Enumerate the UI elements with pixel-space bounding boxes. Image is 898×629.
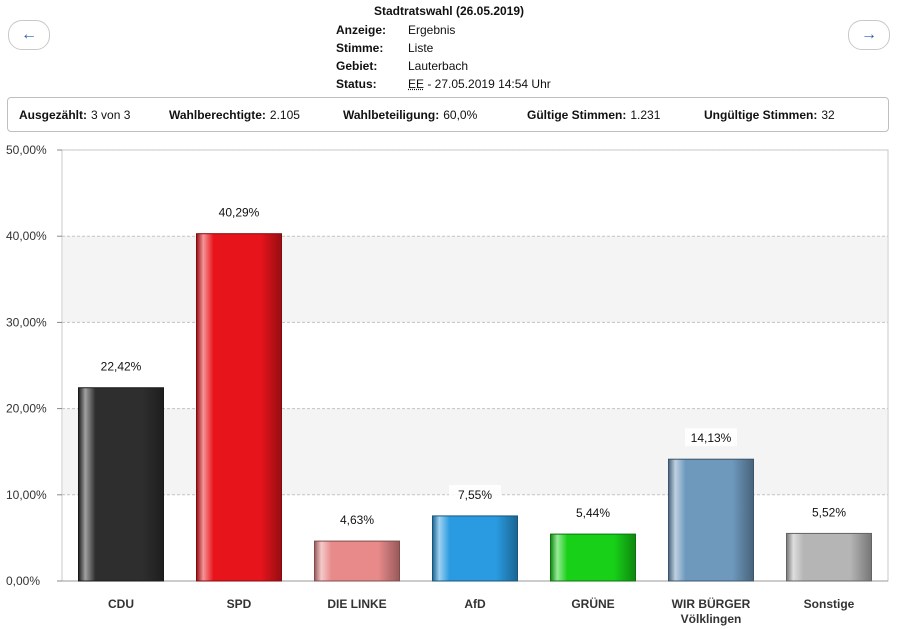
bar-sonstige[interactable] — [786, 532, 872, 582]
y-tick-label: 40,00% — [6, 229, 47, 243]
stat-value: 32 — [821, 107, 835, 122]
stat-value: 2.105 — [269, 107, 300, 122]
data-label: 5,44% — [576, 506, 610, 520]
previous-button[interactable]: ← — [8, 20, 50, 50]
y-tick-label: 10,00% — [6, 488, 47, 502]
bar-wir-bürger-völklingen[interactable] — [668, 458, 754, 582]
data-label-background — [331, 510, 383, 529]
stat-ausgezaehlt: Ausgezählt: 3 von 3 — [19, 108, 169, 122]
bar-chart: 0,00% 10,00% 20,00% 30,00% 40,00% 50,00% 22,4… — [6, 143, 889, 626]
x-tick-label: AfD — [464, 597, 486, 611]
status-timestamp: - 27.05.2019 14:54 Uhr — [424, 77, 551, 91]
stat-key: Gültige Stimmen: — [527, 107, 627, 122]
y-tick-label: 30,00% — [6, 315, 47, 329]
stat-key: Ausgezählt: — [19, 107, 88, 122]
chart-bars: 22,42% 40,29% 4,63% 7,55% 5,44% 14,13% 5,52% — [78, 202, 872, 582]
bar-die-linke[interactable] — [314, 540, 400, 582]
header-value: Liste — [408, 41, 434, 55]
x-tick-label: DIE LINKE — [327, 597, 386, 611]
header-row-gebiet: Gebiet: Lauterbach — [336, 57, 551, 75]
stat-key: Wahlbeteiligung: — [343, 107, 440, 122]
x-tick-label: SPD — [227, 597, 252, 611]
header-value: Ergebnis — [408, 23, 456, 37]
header-info: Anzeige: Ergebnis Stimme: Liste Gebiet: … — [336, 21, 551, 93]
stat-value: 3 von 3 — [91, 107, 131, 122]
data-label: 22,42% — [101, 360, 142, 374]
x-tick-label: CDU — [108, 597, 134, 611]
y-tick-label: 50,00% — [6, 143, 47, 157]
stat-key: Ungültige Stimmen: — [704, 107, 818, 122]
header-row-anzeige: Anzeige: Ergebnis — [336, 21, 551, 39]
stats-bar: Ausgezählt: 3 von 3 Wahlberechtigte: 2.1… — [7, 97, 889, 132]
x-tick-label: WIR BÜRGER Völklingen — [672, 596, 751, 626]
data-label: 5,52% — [812, 505, 846, 519]
header-key: Status: — [336, 77, 377, 91]
stat-wahlberechtigte: Wahlberechtigte: 2.105 — [169, 108, 343, 122]
stat-ungueltige-stimmen: Ungültige Stimmen: 32 — [704, 108, 835, 122]
header-row-stimme: Stimme: Liste — [336, 39, 551, 57]
arrow-left-icon: ← — [21, 26, 37, 43]
data-label-background — [803, 502, 855, 521]
header-row-status: Status: EE - 27.05.2019 14:54 Uhr — [336, 75, 551, 93]
bar-afd[interactable] — [432, 515, 518, 582]
data-label: 40,29% — [219, 206, 260, 220]
y-tick-label: 20,00% — [6, 402, 47, 416]
data-label-background — [95, 356, 147, 375]
y-tick-label: 0,00% — [6, 574, 40, 588]
data-label-background — [567, 503, 619, 522]
data-label: 14,13% — [691, 431, 732, 445]
header-key: Stimme: — [336, 41, 384, 55]
status-abbreviation: EE — [408, 77, 425, 91]
data-label-background — [685, 428, 737, 447]
data-label: 4,63% — [340, 513, 374, 527]
data-label: 7,55% — [458, 488, 492, 502]
grid-band — [63, 408, 887, 495]
header-value: EE - 27.05.2019 14:54 Uhr — [408, 75, 551, 93]
stat-gueltige-stimmen: Gültige Stimmen: 1.231 — [527, 108, 704, 122]
bar-spd[interactable] — [196, 233, 282, 582]
x-tick-label: GRÜNE — [571, 596, 614, 611]
x-tick-label: Sonstige — [804, 597, 855, 611]
stat-value: 60,0% — [443, 107, 478, 122]
header-key: Gebiet: — [336, 59, 378, 73]
data-label-background — [213, 202, 265, 221]
bar-cdu[interactable] — [78, 387, 164, 582]
page-title: Stadtratswahl (26.05.2019) — [373, 4, 525, 18]
arrow-right-icon: → — [861, 26, 877, 43]
bar-grüne[interactable] — [550, 533, 636, 582]
grid-band — [63, 236, 887, 323]
stat-wahlbeteiligung: Wahlbeteiligung: 60,0% — [343, 108, 527, 122]
header-key: Anzeige: — [336, 23, 387, 37]
stat-key: Wahlberechtigte: — [169, 107, 266, 122]
x-axis: CDU SPD DIE LINKE AfD GRÜNE WIR BÜRGER Völklin… — [108, 596, 855, 626]
header-value: Lauterbach — [408, 59, 469, 73]
stat-value: 1.231 — [630, 107, 661, 122]
data-label-background — [449, 484, 501, 503]
next-button[interactable]: → — [848, 20, 890, 50]
